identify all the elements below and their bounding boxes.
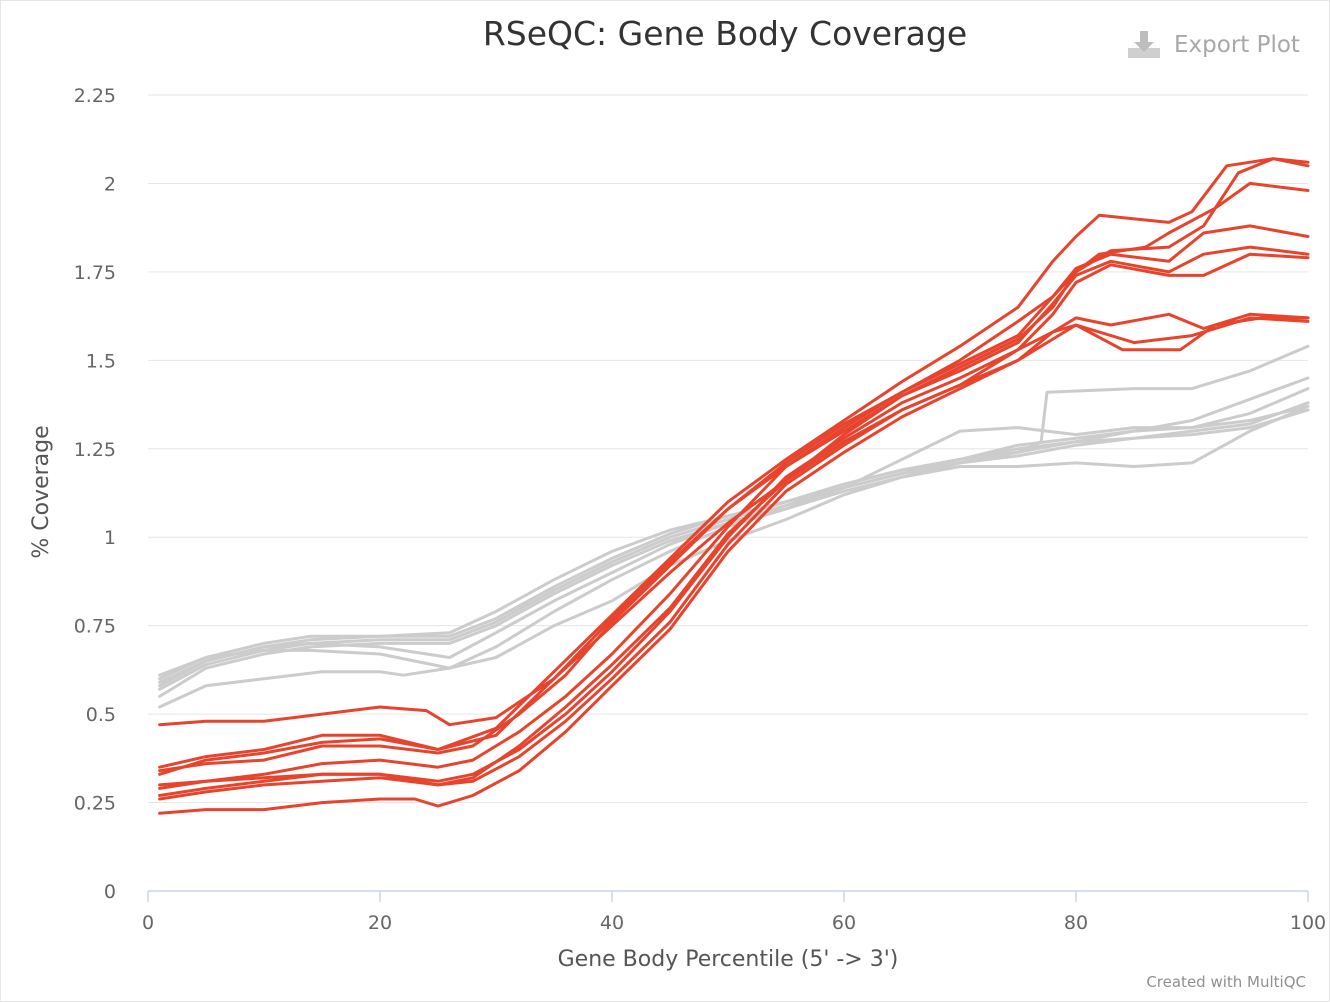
y-tick-label: 2.25 xyxy=(74,85,116,107)
series-lines xyxy=(158,157,1310,815)
y-tick-label: 0.5 xyxy=(86,704,116,726)
series-line[interactable] xyxy=(158,157,1310,769)
x-axis: 0 20 40 60 80 100 xyxy=(142,890,1326,934)
credit-text: Created with MultiQC xyxy=(1146,973,1306,991)
series-line[interactable] xyxy=(158,376,1310,688)
y-tick-label: 1 xyxy=(104,527,116,549)
x-tick-label: 40 xyxy=(600,912,624,934)
y-axis-title: % Coverage xyxy=(29,425,54,558)
series-line[interactable] xyxy=(158,224,1310,773)
download-icon xyxy=(1128,31,1160,58)
x-tick-label: 80 xyxy=(1064,912,1088,934)
export-plot-button[interactable]: Export Plot xyxy=(1126,30,1300,60)
y-axis-ticks: 0 0.25 0.5 0.75 1 1.25 1.5 1.75 2 2.25 xyxy=(74,85,116,903)
series-line[interactable] xyxy=(158,316,1310,727)
series-line[interactable] xyxy=(158,312,1310,801)
series-line[interactable] xyxy=(158,404,1310,709)
y-tick-label: 1.5 xyxy=(86,350,116,372)
chart-title: RSeQC: Gene Body Coverage xyxy=(482,14,968,53)
series-line[interactable] xyxy=(158,408,1310,698)
series-line[interactable] xyxy=(158,245,1310,790)
x-tick-label: 60 xyxy=(832,912,856,934)
x-tick-label: 20 xyxy=(368,912,392,934)
y-tick-label: 2 xyxy=(104,173,116,195)
y-tick-label: 1.75 xyxy=(74,262,116,284)
series-line[interactable] xyxy=(158,157,1310,787)
y-tick-label: 0.25 xyxy=(74,793,116,815)
series-line[interactable] xyxy=(158,316,1310,815)
y-tick-label: 0.75 xyxy=(74,616,116,638)
grid-lines xyxy=(148,94,1308,804)
x-tick-label: 0 xyxy=(142,912,154,934)
y-tick-label: 0 xyxy=(104,881,116,903)
y-tick-label: 1.25 xyxy=(74,439,116,461)
export-plot-label: Export Plot xyxy=(1174,32,1300,58)
x-axis-title: Gene Body Percentile (5' -> 3') xyxy=(558,947,899,972)
x-tick-label: 100 xyxy=(1290,912,1326,934)
